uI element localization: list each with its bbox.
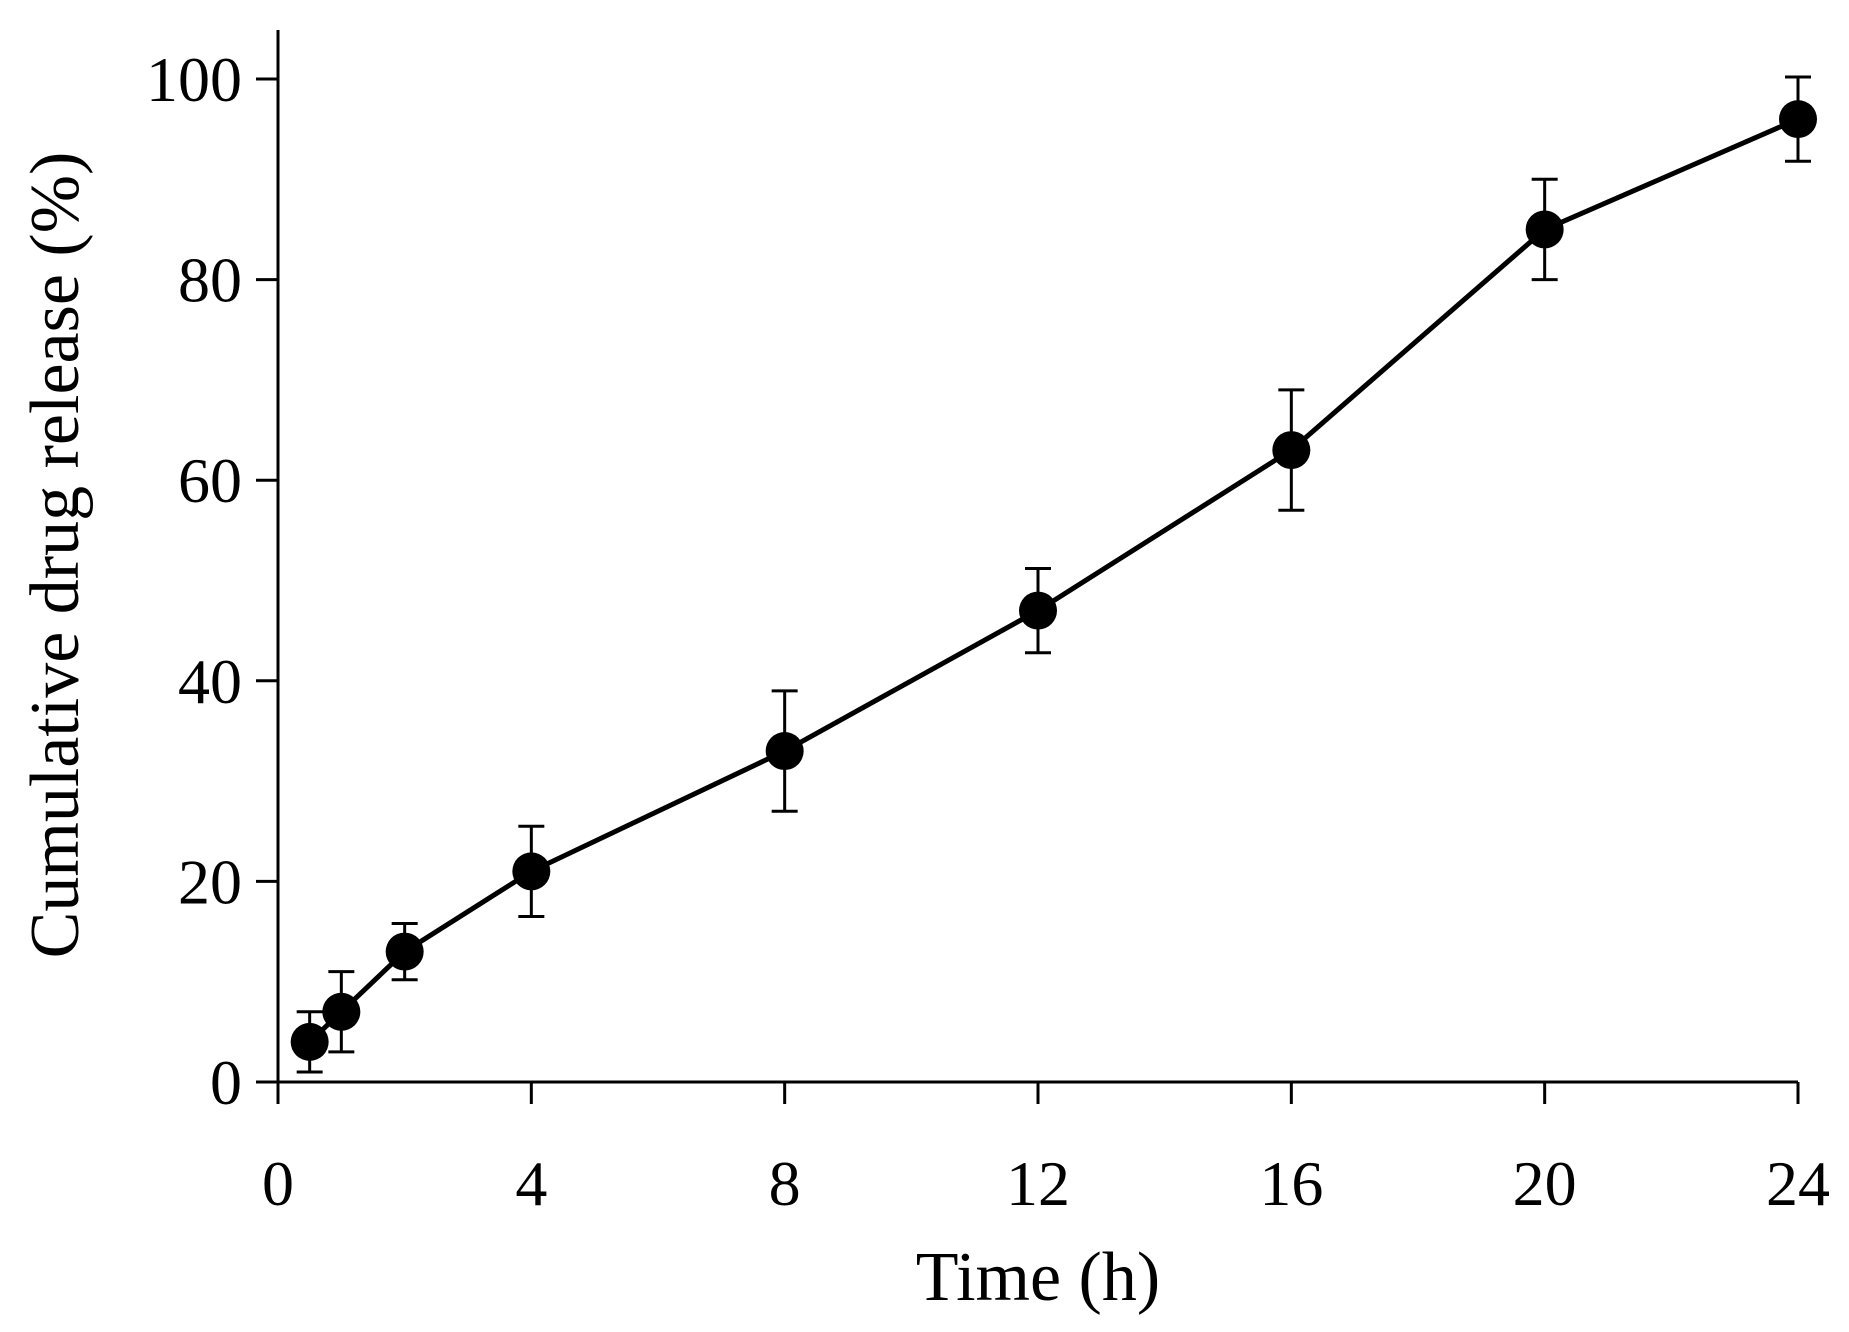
y-tick-label: 100 xyxy=(146,44,242,115)
x-tick-label: 4 xyxy=(515,1148,547,1219)
axes: 0 20 40 60 80 100 0 4 8 12 16 20 24 xyxy=(146,30,1830,1219)
data-point xyxy=(1779,100,1817,139)
y-axis-title: Cumulative drug release (%) xyxy=(17,152,94,959)
x-tick-label: 20 xyxy=(1513,1148,1577,1219)
x-tick-label: 0 xyxy=(262,1148,294,1219)
y-tick-label: 80 xyxy=(178,245,242,316)
series-line xyxy=(307,116,1799,1044)
data-point xyxy=(1019,591,1057,630)
x-axis-title: Time (h) xyxy=(916,1239,1160,1316)
x-tick-label: 24 xyxy=(1766,1148,1830,1219)
y-tick-label: 60 xyxy=(178,445,242,516)
x-tick-label: 16 xyxy=(1259,1148,1323,1219)
data-point xyxy=(1272,431,1311,470)
data-point xyxy=(290,1022,329,1061)
y-tick-label: 40 xyxy=(178,646,242,717)
series-layer xyxy=(290,75,1817,1074)
data-point xyxy=(1525,210,1564,249)
data-point xyxy=(512,852,551,891)
series-group xyxy=(290,75,1817,1074)
x-tick-label: 8 xyxy=(769,1148,801,1219)
y-tick-label: 0 xyxy=(210,1047,242,1118)
x-tick-label: 12 xyxy=(1006,1148,1070,1219)
data-point xyxy=(322,992,361,1031)
data-point xyxy=(385,932,424,971)
y-tick-label: 20 xyxy=(178,846,242,917)
data-point xyxy=(765,732,804,771)
